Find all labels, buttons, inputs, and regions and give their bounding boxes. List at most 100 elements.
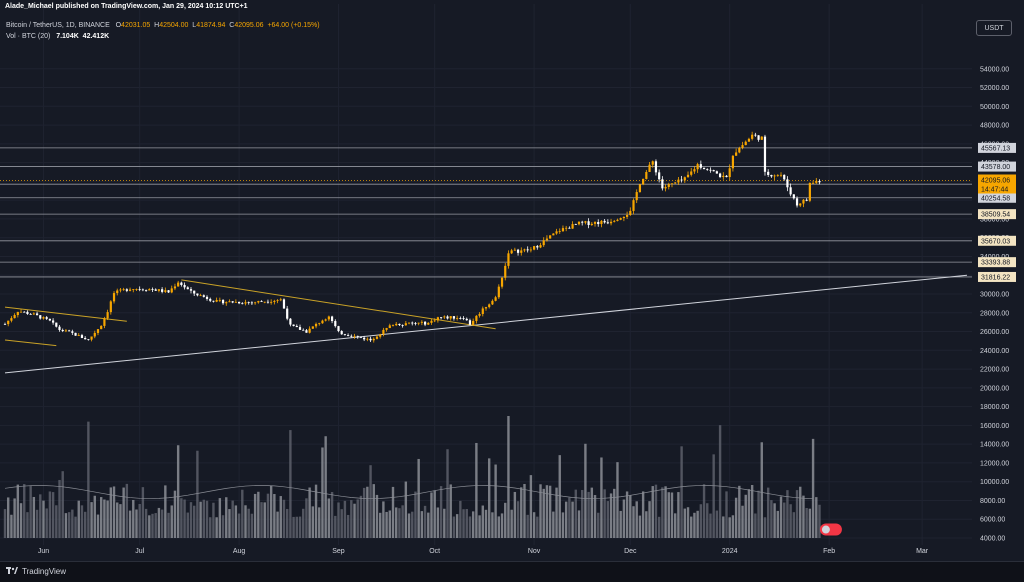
- volume-bars: [3, 416, 821, 538]
- volume-bar: [19, 503, 23, 538]
- candle-body: [654, 161, 658, 173]
- candle-body: [401, 325, 404, 326]
- candle-body: [359, 336, 363, 338]
- volume-bar: [35, 509, 39, 538]
- volume-bar: [241, 489, 244, 538]
- x-tick-label: Aug: [233, 548, 246, 555]
- volume-bar: [423, 505, 427, 538]
- volume-bar: [510, 509, 513, 538]
- level-label: 35670.03: [981, 238, 1010, 245]
- candle-body: [132, 289, 135, 290]
- candle-body: [606, 222, 609, 224]
- candle-body: [417, 322, 420, 324]
- volume-bar: [564, 501, 568, 538]
- volume-bar: [484, 509, 488, 538]
- volume-bar: [116, 502, 119, 538]
- volume-bar: [536, 516, 539, 538]
- candle-body: [237, 301, 241, 304]
- volume-bar: [292, 516, 295, 538]
- candle-body: [799, 203, 802, 206]
- volume-value: 7.104K: [56, 33, 79, 40]
- candle-body: [635, 192, 638, 201]
- volume-bar: [350, 500, 353, 538]
- candle-body: [254, 302, 257, 304]
- volume-bar: [789, 504, 792, 538]
- volume-bar: [42, 500, 45, 538]
- candle-body: [757, 135, 760, 140]
- candle-body: [561, 228, 565, 232]
- volume-bar: [651, 486, 654, 538]
- us-flag-icon: [821, 525, 830, 534]
- volume-bar: [382, 501, 385, 538]
- candle-body: [327, 316, 330, 320]
- volume-bar: [523, 483, 526, 538]
- volume-bar: [709, 513, 712, 538]
- volume-bar: [343, 500, 347, 538]
- candle-body: [347, 334, 350, 336]
- candle-body: [116, 290, 119, 294]
- candle-body: [744, 141, 747, 146]
- volume-bar: [330, 492, 334, 538]
- publisher-line: Alade_Michael published on TradingView.c…: [5, 3, 248, 10]
- candle-body: [32, 313, 35, 315]
- candle-body: [29, 313, 32, 315]
- currency-button[interactable]: USDT: [976, 20, 1012, 36]
- candle-body: [16, 311, 19, 316]
- volume-bar: [802, 495, 805, 538]
- candle-body: [728, 168, 731, 178]
- x-tick-label: Dec: [624, 548, 637, 555]
- volume-bar: [754, 513, 757, 538]
- y-tick-label: 24000.00: [980, 348, 1009, 355]
- candle-body: [305, 330, 308, 333]
- y-tick-label: 12000.00: [980, 460, 1009, 467]
- volume-bar: [112, 486, 116, 538]
- candle-body: [144, 290, 148, 291]
- volume-bar: [221, 515, 225, 538]
- candle-body: [478, 313, 481, 316]
- candle-body: [500, 277, 504, 287]
- volume-bar: [696, 510, 699, 538]
- close-label: C: [229, 22, 235, 29]
- candle-body: [603, 220, 606, 223]
- volume-bar: [590, 487, 594, 538]
- volume-bar: [683, 508, 687, 538]
- price-chart[interactable]: 54000.0052000.0050000.0048000.0046000.00…: [0, 0, 1024, 561]
- candle-body: [786, 179, 789, 188]
- candle-body: [154, 289, 157, 291]
- trendline: [4, 274, 968, 374]
- symbol-name[interactable]: Bitcoin / TetherUS, 1D, BINANCE: [6, 22, 110, 29]
- y-tick-label: 28000.00: [980, 310, 1009, 317]
- candle-body: [735, 152, 738, 156]
- candle-body: [754, 134, 757, 136]
- volume-bar: [468, 516, 472, 538]
- volume-bar: [353, 503, 356, 538]
- volume-bar: [366, 486, 369, 538]
- candle-body: [395, 323, 398, 326]
- volume-bar: [173, 490, 177, 538]
- candle-body: [302, 329, 305, 331]
- candle-body: [651, 161, 654, 165]
- candle-body: [443, 316, 446, 318]
- candle-body: [183, 284, 186, 288]
- candle-body: [375, 336, 379, 339]
- candle-body: [696, 164, 699, 170]
- volume-bar: [744, 494, 747, 538]
- volume-label[interactable]: Vol · BTC (20): [6, 33, 51, 40]
- candle-body: [449, 316, 452, 319]
- volume-bar: [237, 513, 241, 538]
- candle-body: [39, 315, 42, 319]
- candle-body: [436, 317, 439, 321]
- candles: [3, 131, 821, 343]
- candle-body: [391, 325, 395, 326]
- candle-body: [802, 199, 805, 204]
- candle-body: [244, 302, 247, 304]
- candle-body: [286, 308, 289, 319]
- volume-bar: [32, 496, 36, 538]
- volume-bar: [667, 492, 670, 538]
- candle-body: [23, 311, 26, 313]
- candle-body: [379, 334, 382, 337]
- volume-bar: [661, 487, 664, 538]
- candle-body: [353, 335, 356, 337]
- brand[interactable]: TradingView: [6, 566, 66, 576]
